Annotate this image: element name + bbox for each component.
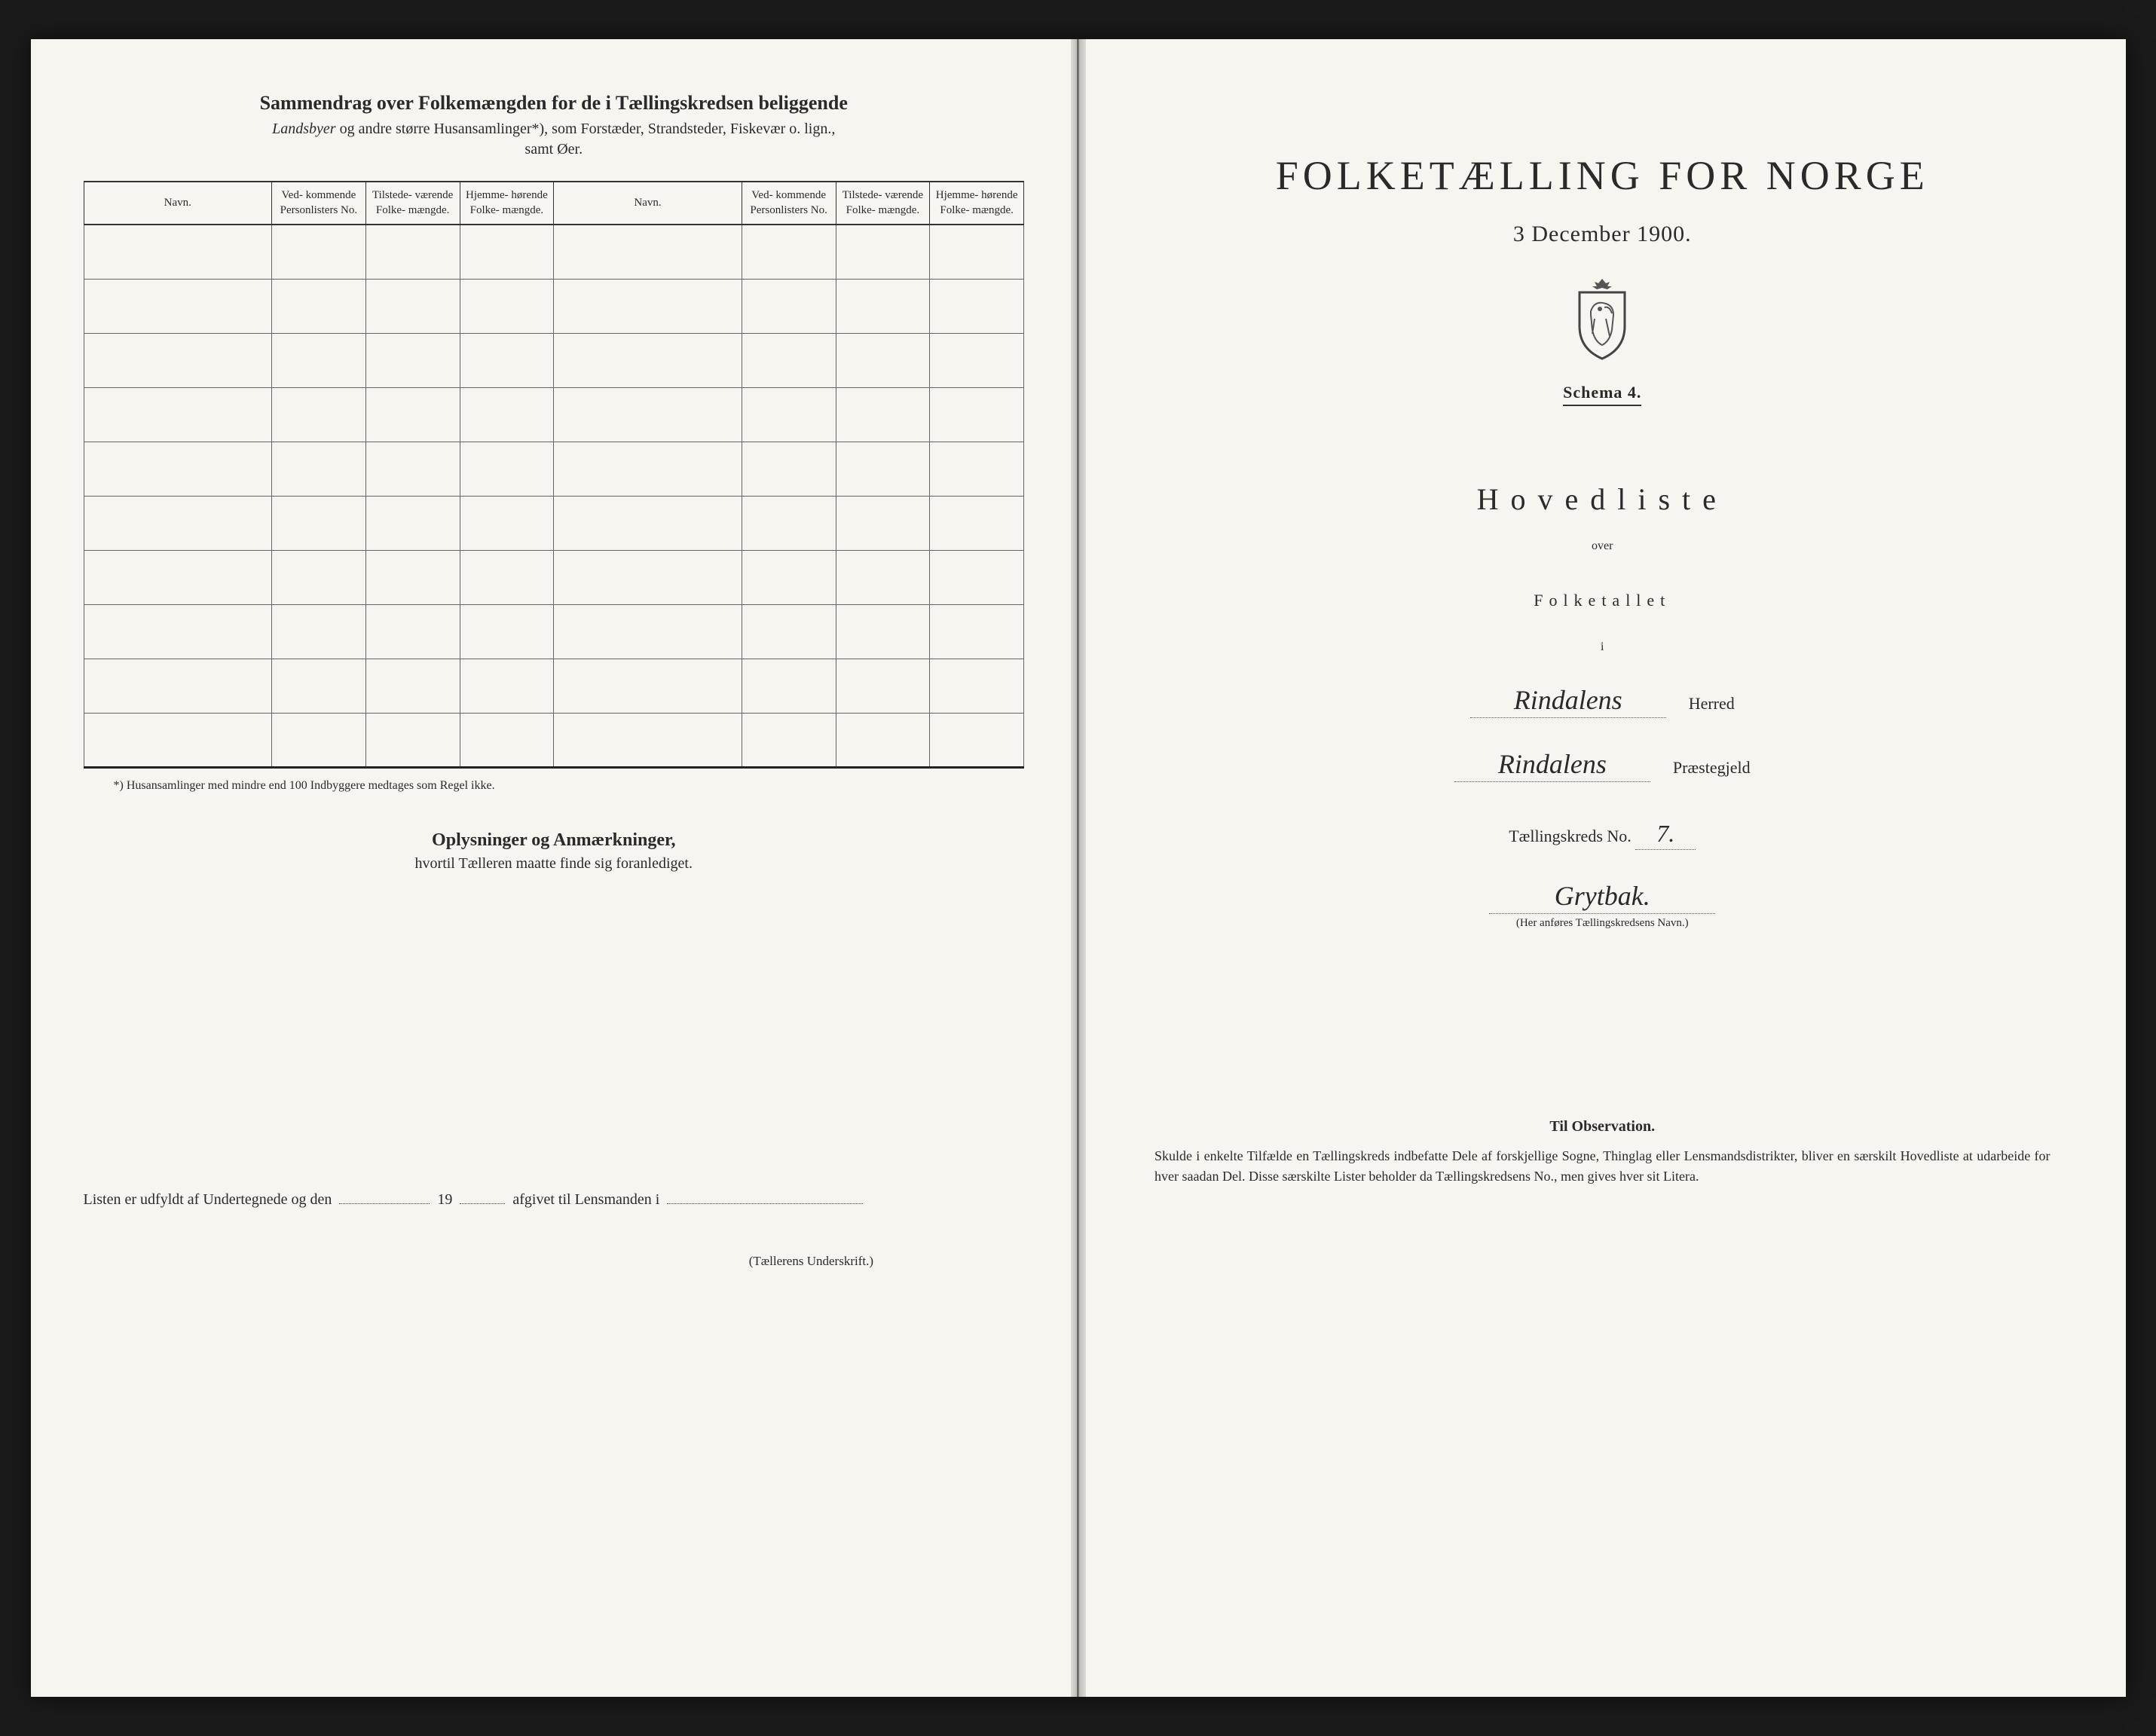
herred-value: Rindalens [1470, 684, 1666, 718]
census-date: 3 December 1900. [1132, 222, 2073, 247]
over-label: over [1132, 539, 2073, 553]
table-row [84, 442, 1024, 496]
listen-post: afgivet til Lensmanden i [512, 1191, 659, 1209]
observation-body: Skulde i enkelte Tilfælde en Tællingskre… [1132, 1146, 2073, 1187]
summary-subtitle: Landsbyer og andre større Husansamlinger… [84, 121, 1025, 138]
table-row [84, 333, 1024, 387]
signature-label: (Tællerens Underskrift.) [84, 1254, 1025, 1269]
kreds-label: Tællingskreds No. [1509, 827, 1632, 845]
footnote: *) Husansamlinger med mindre end 100 Ind… [84, 779, 1025, 793]
praeste-label: Præstegjeld [1673, 758, 1751, 778]
document-spread: Sammendrag over Folkemængden for de i Tæ… [31, 39, 2126, 1697]
fill-blank [460, 1189, 505, 1204]
kreds-note: (Her anføres Tællingskredsens Navn.) [1132, 917, 2073, 930]
table-row [84, 496, 1024, 550]
folketallet-label: Folketallet [1132, 591, 2073, 610]
hovedliste-heading: Hovedliste [1132, 481, 2073, 517]
herred-label: Herred [1689, 694, 1735, 714]
table-row [84, 225, 1024, 279]
listen-mid: 19 [437, 1191, 452, 1209]
praestegjeld-row: Rindalens Præstegjeld [1132, 748, 2073, 782]
herred-row: Rindalens Herred [1132, 684, 2073, 718]
fill-blank [339, 1189, 430, 1204]
book-spine [1071, 39, 1086, 1697]
th-tilstede-1: Tilstede- værende Folke- mængde. [365, 182, 460, 225]
table-row [84, 387, 1024, 442]
table-row [84, 604, 1024, 659]
th-hjemme-1: Hjemme- hørende Folke- mængde. [460, 182, 554, 225]
subtitle-italic: Landsbyer [272, 121, 335, 137]
th-hjemme-2: Hjemme- hørende Folke- mængde. [930, 182, 1024, 225]
summary-subtitle-2: samt Øer. [84, 141, 1025, 158]
table-row [84, 550, 1024, 604]
th-tilstede-2: Tilstede- værende Folke- mængde. [836, 182, 930, 225]
kreds-no-row: Tællingskreds No. 7. [1132, 820, 2073, 850]
schema-label: Schema 4. [1563, 383, 1641, 406]
summary-title: Sammendrag over Folkemængden for de i Tæ… [84, 92, 1025, 115]
th-navn-2: Navn. [554, 182, 742, 225]
th-navn-1: Navn. [84, 182, 272, 225]
left-page: Sammendrag over Folkemængden for de i Tæ… [31, 39, 1079, 1697]
kreds-name-value: Grytbak. [1489, 880, 1715, 914]
table-row [84, 713, 1024, 767]
right-page: FOLKETÆLLING FOR NORGE 3 December 1900. … [1078, 39, 2126, 1697]
th-vedk-2: Ved- kommende Personlisters No. [742, 182, 836, 225]
remarks-subtitle: hvortil Tælleren maatte finde sig foranl… [84, 855, 1025, 873]
listen-pre: Listen er udfyldt af Undertegnede og den [84, 1191, 332, 1209]
coat-of-arms-icon [1568, 277, 1636, 360]
table-row [84, 279, 1024, 333]
i-label: i [1132, 640, 2073, 654]
th-vedk-1: Ved- kommende Personlisters No. [272, 182, 366, 225]
remarks-title: Oplysninger og Anmærkninger, [84, 830, 1025, 851]
census-title: FOLKETÆLLING FOR NORGE [1132, 152, 2073, 199]
subtitle-rest: og andre større Husansamlinger*), som Fo… [336, 121, 836, 137]
summary-table-body [84, 225, 1024, 768]
kreds-no-value: 7. [1635, 820, 1696, 850]
table-row [84, 659, 1024, 713]
summary-table: Navn. Ved- kommende Personlisters No. Ti… [84, 181, 1025, 769]
observation-title: Til Observation. [1132, 1118, 2073, 1135]
kreds-name-row: Grytbak. [1132, 880, 2073, 914]
fill-blank [667, 1189, 863, 1204]
signature-line: Listen er udfyldt af Undertegnede og den… [84, 1189, 1025, 1209]
praeste-value: Rindalens [1454, 748, 1650, 782]
